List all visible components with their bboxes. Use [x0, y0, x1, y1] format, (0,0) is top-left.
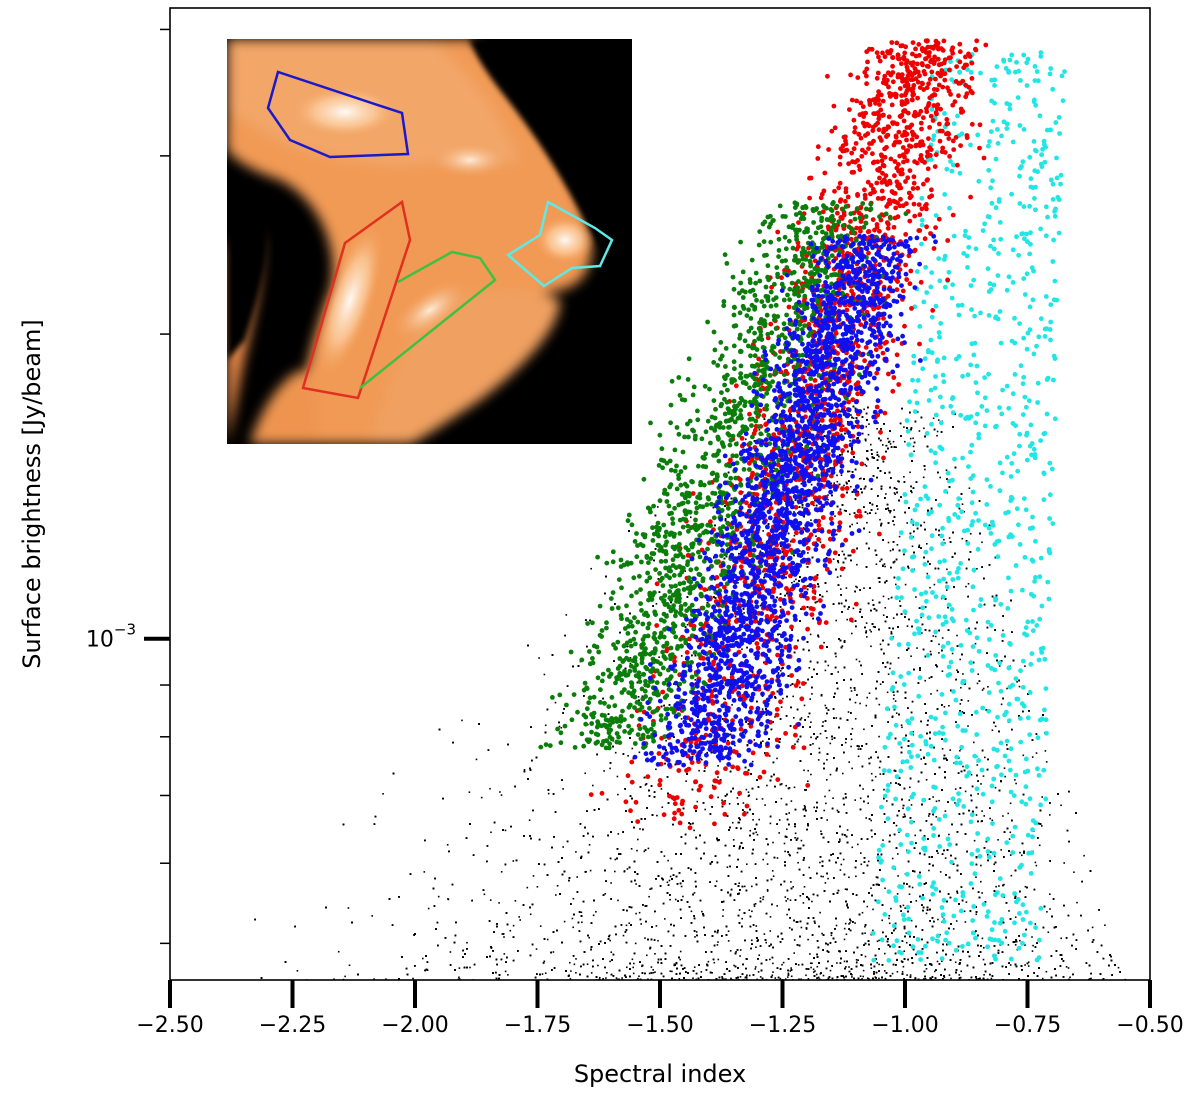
x-axis-label: Spectral index — [574, 1060, 746, 1088]
series-black-points — [230, 405, 1127, 980]
inset-bright-regions — [290, 86, 595, 377]
x-tick-label: −1.25 — [749, 1013, 816, 1038]
inset-region-red — [301, 199, 412, 400]
x-tick-label: −2.50 — [136, 1013, 203, 1038]
x-tick-label: −2.00 — [381, 1013, 448, 1038]
series-cyan-points — [870, 50, 1067, 963]
series-blue-points — [632, 233, 938, 768]
x-tick-label: −0.50 — [1116, 1013, 1183, 1038]
x-tick-label: −0.75 — [994, 1013, 1061, 1038]
inset-voids — [227, 39, 632, 444]
y-tick-label: 10−3 — [86, 621, 136, 653]
inset-image — [227, 39, 632, 444]
x-tick-label: −2.25 — [259, 1013, 326, 1038]
x-tick-label: −1.50 — [626, 1013, 693, 1038]
inset-region-green — [359, 250, 497, 389]
inset-region-cyan — [505, 200, 614, 288]
x-axis-ticks: −2.50 −2.25 −2.00 −1.75 −1.50 −1.25 −1.00 −0.75… — [136, 980, 1184, 1038]
y-axis-ticks: 10−3 — [86, 28, 170, 945]
x-tick-label: −1.00 — [871, 1013, 938, 1038]
inset-region-blue — [266, 70, 410, 159]
scatter-points — [230, 38, 1127, 980]
x-tick-label: −1.75 — [504, 1013, 571, 1038]
y-axis-label: Surface brightness [Jy/beam] — [18, 319, 46, 668]
